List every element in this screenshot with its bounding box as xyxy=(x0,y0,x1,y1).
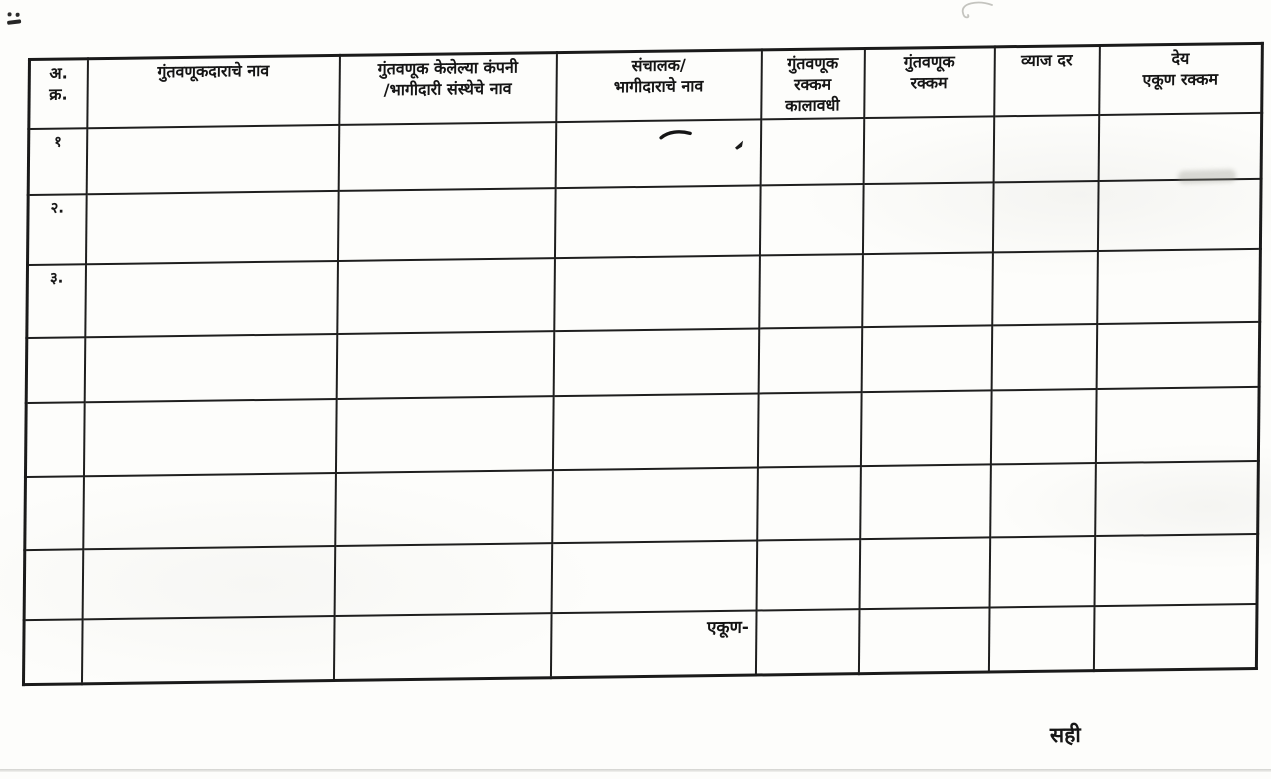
table-cell xyxy=(82,473,336,550)
table-cell xyxy=(84,261,338,338)
header-interest-rate: व्याज दर xyxy=(993,45,1100,117)
table-cell xyxy=(758,327,862,394)
header-total-payable: देय एकूण रक्कम xyxy=(1098,43,1263,116)
scan-edge-line xyxy=(0,769,1271,772)
ink-dash-mark xyxy=(659,130,692,140)
table-cell xyxy=(1093,604,1257,671)
table-cell xyxy=(858,607,990,674)
scribble-dash xyxy=(6,19,22,25)
serial-cell xyxy=(23,619,83,685)
investment-table: अ. क्र. गुंतवणूकदाराचे नाव गुंतवणूक केले… xyxy=(21,41,1264,686)
total-label-cell: एकूण- xyxy=(550,610,757,678)
table-cell xyxy=(334,543,552,617)
scribble-dot xyxy=(7,12,12,17)
table-cell xyxy=(991,324,1097,391)
serial-cell: १ xyxy=(28,128,87,196)
table-cell xyxy=(758,254,863,329)
table-cell xyxy=(85,191,339,265)
table-cell xyxy=(990,389,1097,465)
table-cell xyxy=(334,470,553,547)
table-cell xyxy=(335,396,554,474)
table-cell xyxy=(554,185,761,259)
table-cell xyxy=(84,334,337,403)
table-cell xyxy=(860,390,992,467)
table-cell xyxy=(991,251,1098,326)
table-cell xyxy=(337,188,556,262)
table-cell xyxy=(859,537,990,610)
table-cell xyxy=(81,616,335,684)
table-cell xyxy=(336,258,555,335)
form-sheet: अ. क्र. गुंतवणूकदाराचे नाव गुंतवणूक केले… xyxy=(21,41,1265,686)
header-investor-name: गुंतवणूकदाराचे नाव xyxy=(86,55,340,129)
table-cell xyxy=(551,467,758,544)
table-cell xyxy=(86,125,339,195)
table-cell xyxy=(1096,322,1260,390)
header-serial-no: अ. क्र. xyxy=(28,58,88,130)
table-cell xyxy=(552,393,759,471)
table-cell xyxy=(993,115,1099,183)
table-cell xyxy=(336,331,554,400)
serial-cell xyxy=(24,549,83,621)
scribble-dot xyxy=(15,12,20,17)
header-director-partner-name: संचालक/ भागीदाराचे नाव xyxy=(555,49,762,123)
table-cell xyxy=(863,116,994,185)
table-cell xyxy=(1094,461,1259,537)
table-cell xyxy=(555,119,761,189)
table-cell xyxy=(553,255,760,332)
table-cell xyxy=(1095,387,1260,464)
table-cell xyxy=(756,539,860,611)
table-cell xyxy=(1097,179,1262,252)
table-cell xyxy=(333,613,552,681)
header-investment-amount: गुंतवणूक रक्कम xyxy=(863,46,995,119)
pen-squiggle-mark xyxy=(961,1,993,19)
table-cell xyxy=(338,122,556,192)
table-cell xyxy=(82,546,335,620)
table-cell xyxy=(859,464,991,540)
table-cell xyxy=(861,252,993,328)
scan-smudge xyxy=(1177,168,1237,185)
header-investment-amount-period: गुंतवणूक रक्कम कालावधी xyxy=(760,48,865,120)
page-corner-scribble xyxy=(6,11,23,29)
serial-cell xyxy=(25,402,85,478)
table-cell xyxy=(759,184,864,256)
serial-cell xyxy=(26,337,85,404)
table-cell xyxy=(988,606,1095,672)
header-company-name: गुंतवणूक केलेल्या कंपनी /भागीदारी संस्थे… xyxy=(338,52,557,126)
serial-cell xyxy=(24,476,84,551)
table-cell xyxy=(1094,534,1258,607)
table-cell xyxy=(83,399,337,477)
total-label: एकूण- xyxy=(706,617,749,639)
table-cell xyxy=(989,536,1095,608)
table-cell xyxy=(989,463,1096,538)
table-cell xyxy=(992,181,1099,253)
serial-cell: २. xyxy=(27,194,87,266)
table-cell xyxy=(551,540,757,614)
ink-speck-mark xyxy=(734,140,744,150)
table-cell xyxy=(1096,249,1261,325)
table-cell xyxy=(760,118,864,186)
signature-label: सही xyxy=(1049,722,1081,748)
table-cell xyxy=(755,609,860,675)
table-cell xyxy=(553,328,759,397)
table-cell xyxy=(861,325,992,393)
table-cell xyxy=(757,392,862,468)
table-cell xyxy=(756,466,861,541)
table-cell xyxy=(862,182,994,255)
serial-cell: ३. xyxy=(26,264,86,339)
